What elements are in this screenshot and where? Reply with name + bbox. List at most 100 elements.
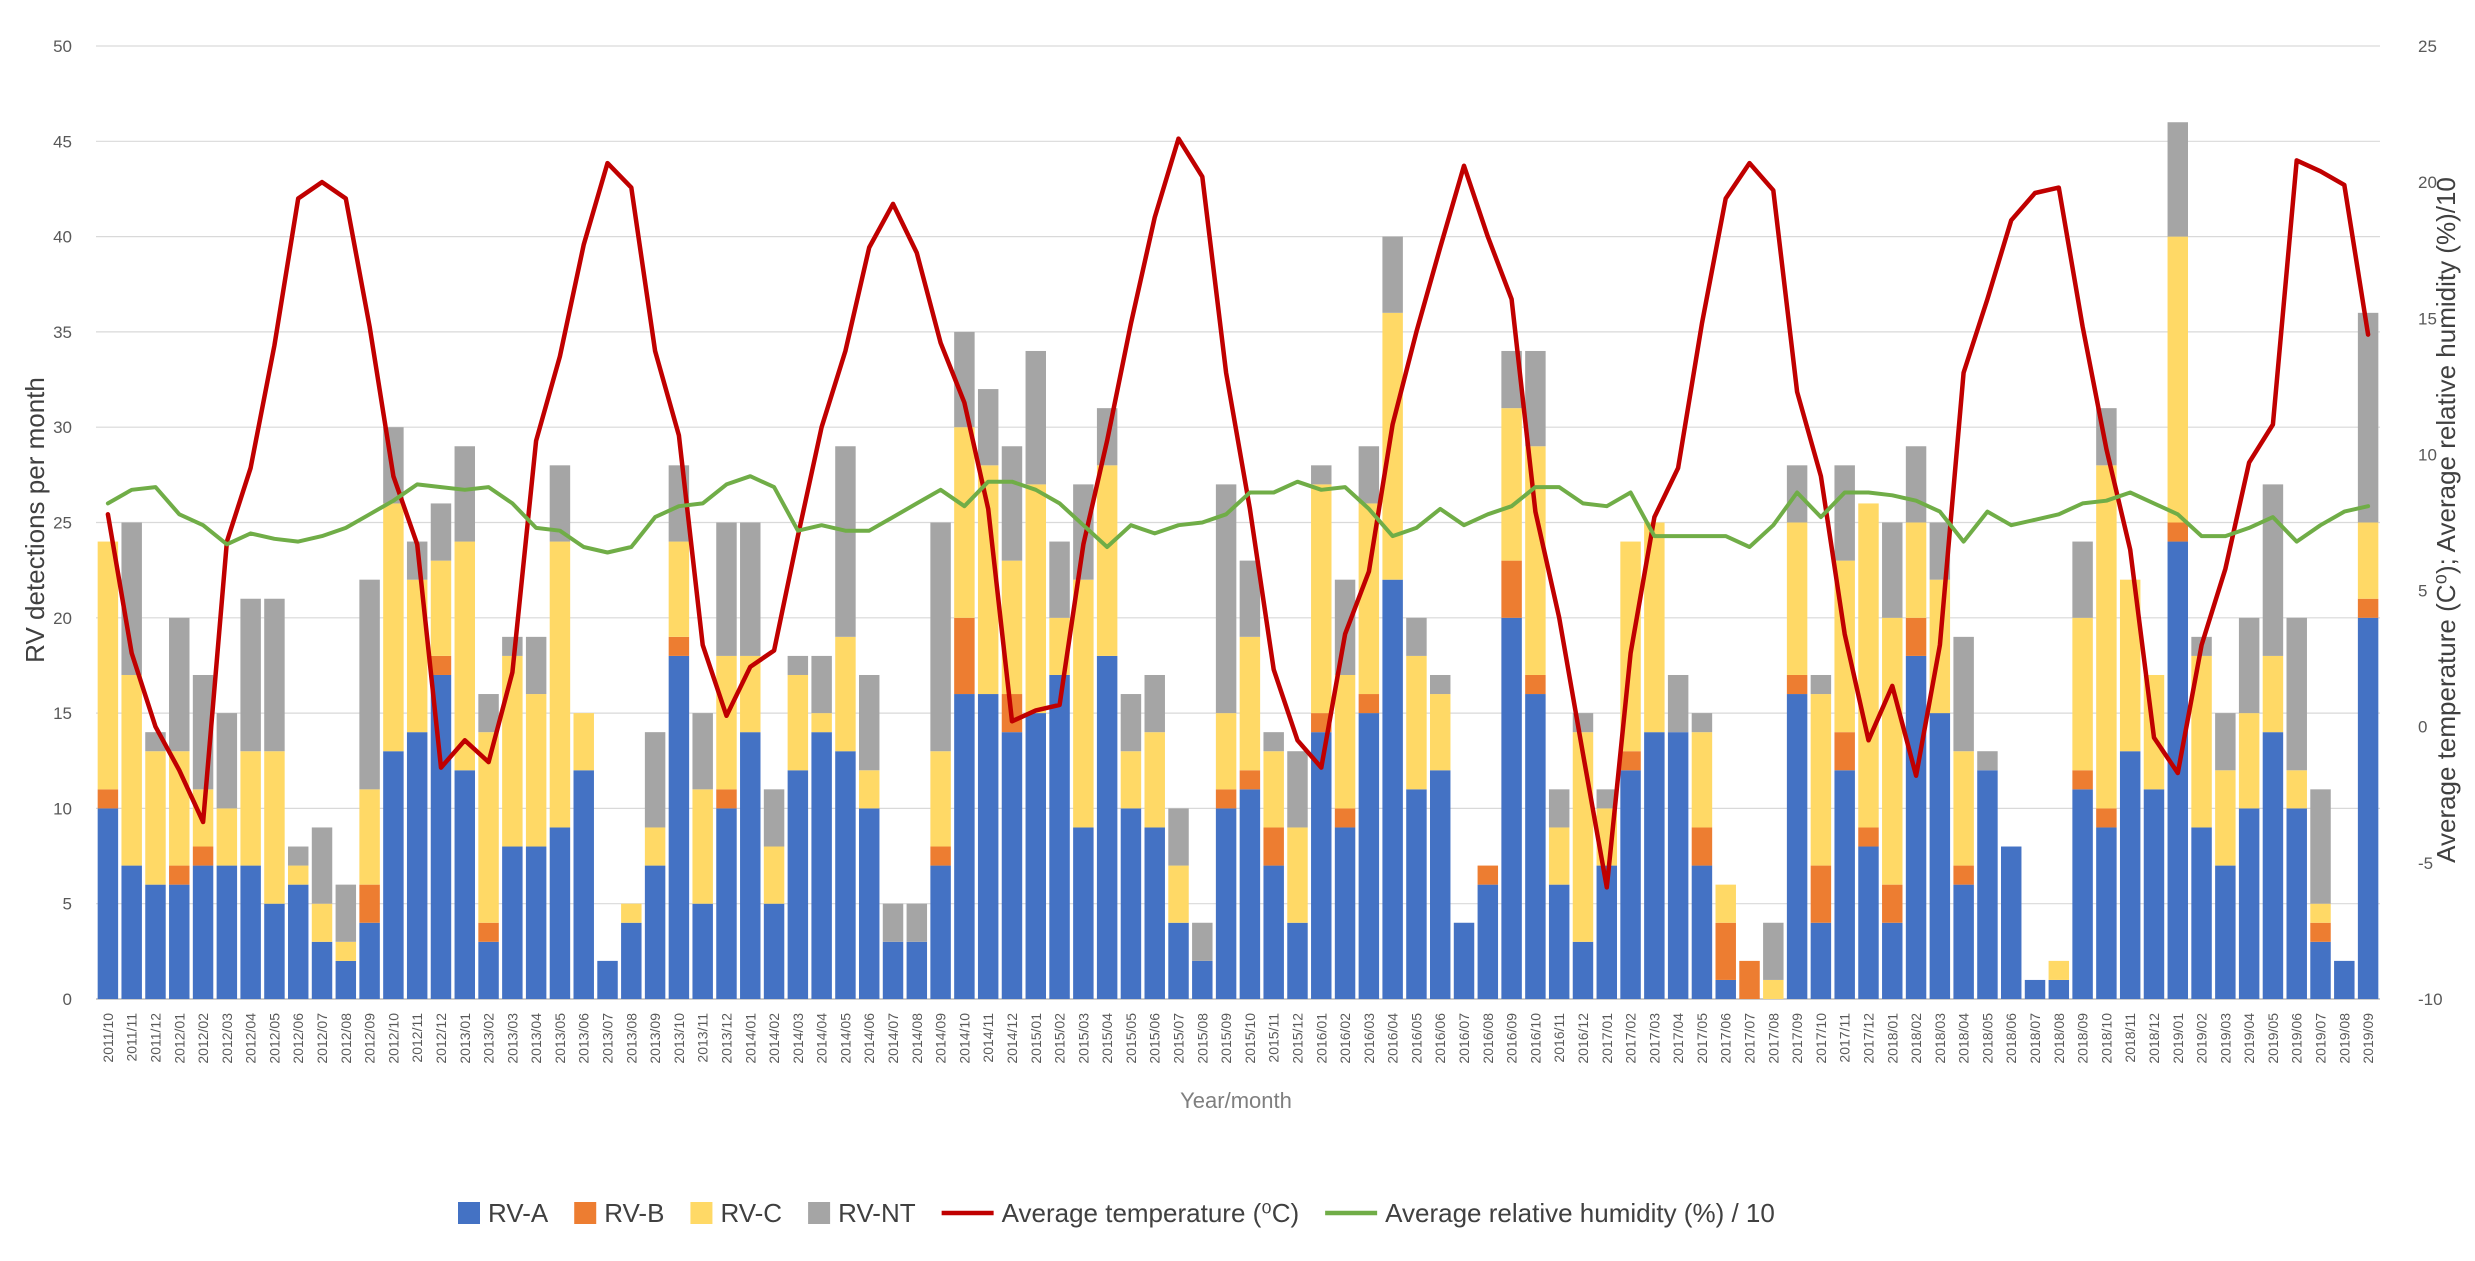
bar-segment-rv-c — [1858, 503, 1879, 828]
bar-segment-rv-c — [1263, 751, 1284, 828]
bar-segment-rv-nt — [1596, 789, 1618, 809]
bar-segment-rv-a — [1977, 770, 1998, 999]
bar-segment-rv-nt — [1073, 484, 1094, 580]
x-tick-label: 2019/06 — [2289, 1013, 2305, 1064]
bar-segment-rv-nt — [2238, 617, 2260, 714]
bar-segment-rv-nt — [1192, 922, 1213, 961]
bar-segment-rv-a — [216, 865, 238, 999]
x-tick-label: 2012/11 — [409, 1013, 425, 1063]
bar-segment-rv-b — [97, 789, 119, 809]
bar-segment-rv-nt — [1953, 636, 1974, 752]
bar-segment-rv-a — [1429, 770, 1451, 999]
bar-segment-rv-c — [1882, 617, 1903, 885]
bar-segment-rv-c — [454, 541, 476, 771]
bar-segment-rv-b — [2310, 922, 2331, 942]
bar-segment-rv-nt — [1691, 713, 1713, 733]
bar-segment-rv-a — [169, 884, 190, 999]
bar-segment-rv-c — [811, 713, 832, 733]
x-tick-label: 2011/10 — [100, 1013, 116, 1063]
bar-segment-rv-a — [740, 732, 761, 999]
bar-segment-rv-a — [1001, 732, 1023, 999]
bar-segment-rv-c — [2286, 770, 2307, 809]
x-tick-label: 2014/11 — [980, 1013, 996, 1063]
x-tick-label: 2014/08 — [909, 1013, 925, 1064]
bar-segment-rv-b — [1715, 922, 1736, 980]
series-lines — [105, 136, 2371, 890]
bar-segment-rv-nt — [454, 446, 476, 542]
x-tick-label: 2013/05 — [552, 1013, 568, 1064]
bar-segment-rv-a — [1667, 732, 1689, 999]
x-tick-label: 2018/09 — [2075, 1013, 2091, 1064]
bar-segment-rv-b — [1858, 827, 1879, 847]
bar-segment-rv-c — [763, 846, 785, 904]
humidity-line — [105, 474, 2371, 555]
x-tick-label: 2012/12 — [433, 1013, 449, 1064]
bar-segment-rv-b — [1358, 694, 1380, 714]
x-tick-label: 2013/07 — [600, 1013, 616, 1064]
y2-tick-label: 25 — [2418, 37, 2437, 56]
x-tick-label: 2013/03 — [504, 1013, 520, 1064]
bar-segment-rv-b — [668, 636, 690, 656]
x-tick-label: 2019/05 — [2265, 1013, 2281, 1064]
bar-segment-rv-c — [1905, 522, 1927, 618]
bar-segment-rv-nt — [1905, 446, 1927, 523]
x-tick-label: 2012/04 — [243, 1013, 259, 1064]
bar-segment-rv-c — [1239, 636, 1261, 771]
y-axis-title: RV detections per month — [20, 377, 50, 663]
bar-segment-rv-nt — [264, 598, 285, 752]
bar-segment-rv-nt — [2286, 617, 2307, 771]
x-tick-label: 2013/12 — [719, 1013, 735, 1064]
x-tick-label: 2018/12 — [2146, 1013, 2162, 1064]
bar-segment-rv-a — [573, 770, 594, 999]
bar-segment-rv-b — [1263, 827, 1284, 866]
bar-segment-rv-a — [2024, 979, 2046, 999]
bar-segment-rv-c — [1406, 655, 1427, 790]
bar-segment-rv-nt — [644, 732, 666, 828]
x-tick-label: 2013/09 — [647, 1013, 663, 1064]
bar-segment-rv-c — [2262, 655, 2284, 733]
x-tick-label: 2014/09 — [933, 1013, 949, 1064]
legend-label: Average relative humidity (%) / 10 — [1385, 1198, 1775, 1228]
x-tick-label: 2019/02 — [2194, 1013, 2210, 1064]
x-tick-label: 2014/10 — [956, 1013, 972, 1064]
x-tick-label: 2015/09 — [1218, 1013, 1234, 1064]
bar-segment-rv-a — [1691, 865, 1713, 999]
x-tick-label: 2017/11 — [1837, 1013, 1853, 1063]
bar-segment-rv-a — [192, 865, 214, 999]
bar-segment-rv-c — [2167, 236, 2189, 523]
bar-segment-rv-nt — [1049, 541, 1070, 618]
bar-segment-rv-a — [1810, 922, 1832, 999]
bar-segment-rv-nt — [240, 598, 261, 752]
bar-segment-rv-nt — [1215, 484, 1237, 714]
bar-segment-rv-b — [359, 884, 380, 923]
bar-segment-rv-a — [1858, 846, 1879, 999]
bar-segment-rv-c — [1525, 446, 1546, 675]
legend-item-average-relative-humidity-10: Average relative humidity (%) / 10 — [1325, 1198, 1775, 1228]
legend-label: RV-C — [720, 1198, 782, 1228]
x-tick-label: 2012/07 — [314, 1013, 330, 1064]
bar-segment-rv-c — [1215, 713, 1237, 790]
bar-segment-rv-nt — [1120, 694, 1142, 752]
bar-segment-rv-nt — [692, 713, 713, 790]
bar-segment-rv-nt — [1882, 522, 1903, 618]
bar-segment-rv-a — [1882, 922, 1903, 999]
bar-segment-rv-a — [287, 884, 309, 999]
bar-segment-rv-a — [240, 865, 261, 999]
x-tick-label: 2014/06 — [861, 1013, 877, 1064]
bar-segment-rv-a — [882, 941, 904, 999]
bar-segment-rv-c — [430, 560, 452, 656]
bar-segment-rv-a — [930, 865, 951, 999]
bar-segment-rv-a — [1382, 579, 1403, 999]
bar-segment-rv-b — [2167, 522, 2189, 542]
x-axis-title: Year/month — [1180, 1088, 1292, 1113]
x-tick-label: 2014/03 — [790, 1013, 806, 1064]
x-tick-label: 2012/03 — [219, 1013, 235, 1064]
bar-segment-rv-a — [1311, 732, 1332, 999]
bar-segment-rv-nt — [1334, 579, 1356, 675]
x-tick-label: 2011/11 — [124, 1013, 140, 1062]
bar-segment-rv-nt — [1548, 789, 1570, 828]
bar-segment-rv-c — [954, 427, 975, 618]
bar-segment-rv-b — [1739, 960, 1760, 999]
x-tick-label: 2017/02 — [1623, 1013, 1639, 1064]
bar-segment-rv-nt — [787, 655, 809, 675]
